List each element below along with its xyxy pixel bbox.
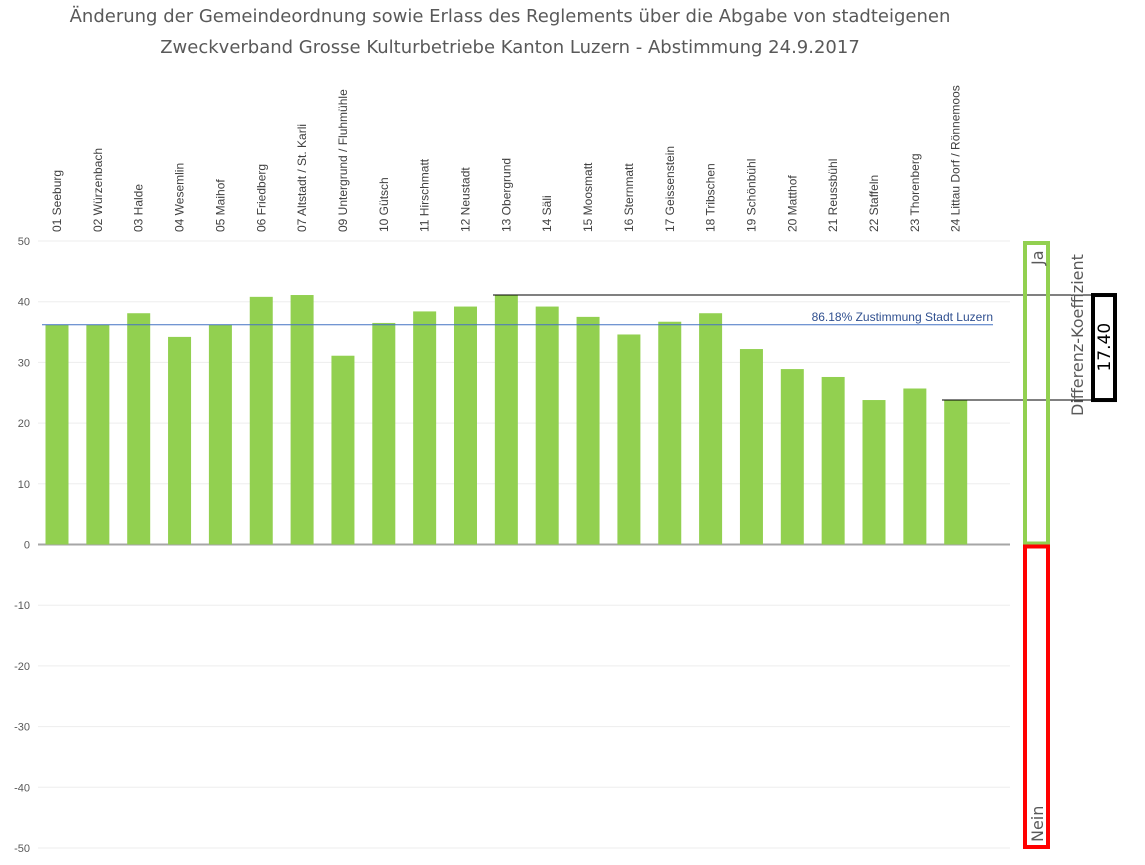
nein-box (1023, 544, 1050, 849)
bar (535, 306, 559, 545)
differenz-koeffizient-label: Differenz-Koeffizient (1068, 254, 1087, 416)
bar (413, 311, 437, 545)
category-label: 09 Untergrund / Fluhmühle (336, 89, 350, 232)
bar (454, 306, 477, 545)
y-tick-label: 20 (18, 418, 30, 430)
category-labels: 01 Seeburg 02 Würzenbach 03 Halde 04 Weseml… (50, 85, 963, 232)
gridlines (38, 240, 1010, 849)
difference-value: 17.40 (1095, 323, 1115, 372)
category-label: 11 Hirschmatt (418, 158, 432, 232)
bar (168, 336, 192, 545)
bar (739, 349, 763, 545)
y-tick-label: 30 (18, 357, 30, 369)
category-label: 02 Würzenbach (91, 148, 105, 232)
y-tick-label: -20 (14, 661, 30, 673)
bar (862, 400, 886, 545)
category-label: 14 Säli (540, 195, 554, 232)
reference-lines: 86.18% Zustimmung Stadt Luzern (42, 294, 1092, 401)
bar (944, 400, 968, 545)
category-label: 06 Friedberg (254, 164, 268, 232)
category-label: 03 Halde (132, 184, 146, 232)
category-label: 17 Geissenstein (663, 146, 677, 232)
category-label: 21 Reussbühl (826, 159, 840, 232)
category-label: 05 Maihof (213, 179, 227, 232)
nein-label: Nein (1028, 806, 1047, 842)
bars (45, 295, 968, 545)
bar (658, 321, 682, 545)
y-tick-label: -10 (14, 600, 30, 612)
reference-line-label: 86.18% Zustimmung Stadt Luzern (812, 310, 993, 324)
category-label: 16 Sternmatt (622, 163, 636, 232)
bar (331, 355, 355, 545)
category-label: 22 Staffeln (867, 175, 881, 232)
bar (494, 295, 518, 545)
bar (208, 324, 232, 545)
y-tick-label: 40 (18, 297, 30, 309)
y-tick-label: -40 (14, 782, 30, 794)
category-label: 23 Thorenberg (908, 153, 922, 232)
y-tick-label: 50 (18, 236, 30, 248)
category-label: 13 Obergrund (499, 158, 513, 232)
bar (576, 316, 600, 545)
category-label: 04 Wesemlin (173, 163, 187, 232)
category-label: 15 Moosmatt (581, 162, 595, 232)
ja-box (1023, 241, 1050, 546)
category-label: 10 Gütsch (377, 177, 391, 232)
bar (699, 313, 723, 545)
category-label: 20 Matthof (785, 175, 799, 232)
chart-subtitle: Zweckverband Grosse Kulturbetriebe Kanto… (160, 37, 860, 58)
ja-label: Ja (1028, 250, 1047, 266)
bar (249, 296, 273, 545)
y-tick-label: -50 (14, 843, 30, 855)
side-panel: Ja Nein Differenz-Koeffizient 17.40 (1023, 241, 1117, 849)
y-axis: 50 40 30 20 10 0 -10 -20 -30 -40 -50 (14, 236, 30, 855)
bar (86, 324, 110, 545)
category-label: 24 Littau Dorf / Rönnemoos (949, 85, 963, 232)
bar (127, 313, 151, 545)
y-tick-label: 10 (18, 479, 30, 491)
category-label: 07 Altstadt / St. Karli (295, 124, 309, 232)
bar (780, 369, 804, 545)
y-tick-label: 0 (24, 540, 30, 552)
difference-box (1091, 293, 1117, 403)
bar (903, 388, 927, 545)
chart-title: Änderung der Gemeindeordnung sowie Erlas… (69, 6, 951, 27)
bar (821, 376, 845, 545)
bar (290, 295, 314, 545)
category-label: 01 Seeburg (50, 170, 64, 232)
category-label: 18 Tribschen (704, 163, 718, 232)
bar (617, 334, 641, 545)
bar (45, 324, 69, 545)
category-label: 19 Schönbühl (744, 159, 758, 232)
category-label: 12 Neustadt (459, 167, 473, 232)
y-tick-label: -30 (14, 722, 30, 734)
bar (372, 322, 396, 545)
